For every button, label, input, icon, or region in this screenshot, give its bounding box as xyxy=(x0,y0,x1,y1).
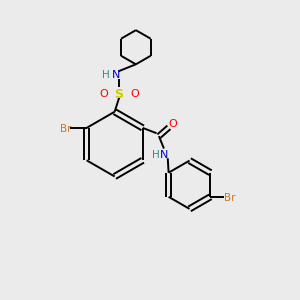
Text: S: S xyxy=(115,88,124,100)
Text: N: N xyxy=(112,70,120,80)
Text: N: N xyxy=(160,150,168,160)
Text: Br: Br xyxy=(224,193,236,203)
Text: O: O xyxy=(168,119,177,130)
Text: O: O xyxy=(130,88,139,99)
Text: H: H xyxy=(152,150,160,160)
Text: H: H xyxy=(102,70,110,80)
Text: O: O xyxy=(99,88,108,99)
Text: Br: Br xyxy=(60,124,71,134)
